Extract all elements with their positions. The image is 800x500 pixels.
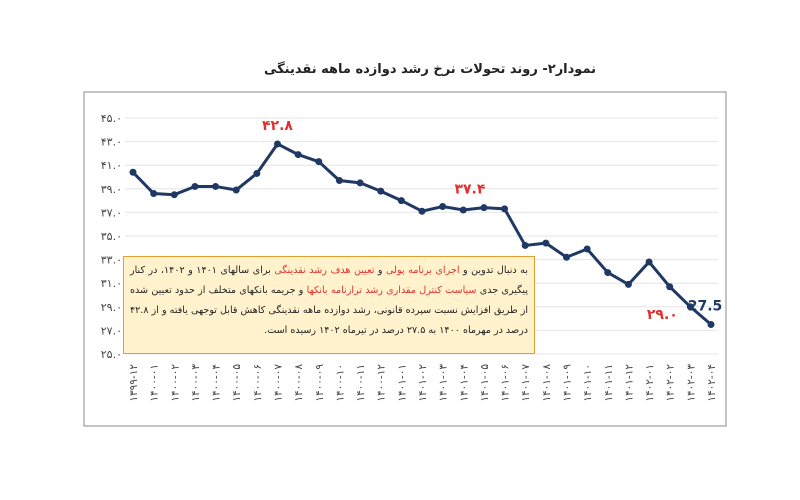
y-tick-label: ۳۳.۰ [101,254,122,267]
annotation-text: سیاست کنترل مقداری رشد ترازنامه بانکها [306,285,477,296]
y-tick-label: ۴۳.۰ [101,136,122,149]
data-point [335,177,343,185]
x-tick-label: ۱۴۰۰-۰۱ [149,364,161,402]
x-tick-label: ۱۴۰۰-۱۱ [355,364,367,402]
x-tick-label: ۱۴۰۰-۰۵ [231,364,243,402]
x-tick-label: ۱۴۰۱-۱۱ [603,364,615,402]
data-label: ۲۹.۰ [647,307,678,323]
data-point [501,205,509,213]
x-tick-label: ۱۴۰۱-۰۶ [500,364,512,402]
data-point [150,190,158,198]
y-tick-label: ۳۹.۰ [101,183,122,196]
data-point [232,186,240,194]
data-label: ۳۷.۴ [454,182,485,198]
x-tick-label: ۱۴۰۲-۰۳ [685,364,697,402]
x-tick-label: ۱۴۰۱-۰۴ [458,364,470,402]
x-tick-label: ۱۴۰۱-۰۵ [479,364,491,402]
x-tick-label: ۱۴۰۰-۱۲ [376,364,388,402]
x-tick-label: ۱۴۰۱-۰۸ [541,364,553,402]
data-point [129,168,137,176]
x-tick-label: ۱۴۰۰-۱۰ [334,364,346,402]
y-tick-label: ۳۵.۰ [101,230,122,243]
annotation-text: و [374,265,387,276]
x-tick-label: ۱۴۰۱-۰۱ [396,364,408,402]
x-tick-label: ۱۴۰۱-۱۰ [582,364,594,402]
annotation-text: تعیین هدف رشد نقدینگی [274,265,375,276]
y-tick-label: ۳۷.۰ [101,206,122,219]
data-label: ۴۲.۸ [262,118,293,134]
data-point [191,182,199,190]
y-tick-label: ۲۷.۰ [101,324,122,337]
data-point [686,303,694,311]
x-tick-label: ۱۴۰۰-۰۳ [190,364,202,402]
x-tick-label: ۱۴۰۰-۰۹ [314,364,326,402]
data-point [542,239,550,247]
annotation-text: و جریمه بانکهای متخلف از حدود تعیین شده … [130,285,528,336]
data-point [315,158,323,166]
y-tick-label: ۲۹.۰ [101,301,122,314]
data-point [294,151,302,159]
data-point [212,182,220,190]
chart-title: نمودار۲- روند تحولات نرخ رشد دوازده ماهه… [264,61,596,77]
data-point [459,206,467,214]
data-point [356,179,364,187]
data-point [604,269,612,277]
data-point [170,191,178,199]
data-point [521,241,529,249]
data-point [418,207,426,215]
data-point [645,258,653,266]
data-point [397,197,405,205]
data-label: 27.5 [688,299,723,315]
x-tick-label: ۱۴۰۰-۰۷ [273,364,285,402]
y-tick-label: ۴۱.۰ [101,159,122,172]
data-point [666,283,674,291]
x-tick-label: ۱۴۰۱-۰۷ [520,364,532,402]
data-point [377,187,385,195]
data-point [583,245,591,253]
annotation-text: برای سالهای ۱۴۰۱ و ۱۴۰۲، در کنار پیگیری … [130,265,528,296]
annotation-text: به دنبال تدوین و [459,265,528,276]
x-tick-label: ۱۴۰۱-۰۲ [417,364,429,402]
chart-frame [83,91,727,427]
x-tick-label: ۱۴۰۲-۰۴ [706,364,718,402]
data-point [624,280,632,288]
data-point [274,140,281,148]
x-tick-label: ۱۳۹۹-۱۲ [128,364,140,402]
x-tick-label: ۱۴۰۰-۰۲ [169,364,181,402]
x-tick-label: ۱۴۰۲-۰۱ [644,364,656,402]
x-tick-label: ۱۴۰۲-۰۲ [665,364,677,402]
y-tick-label: ۳۱.۰ [101,277,122,290]
data-point [439,203,447,210]
y-tick-label: ۴۵.۰ [101,112,122,125]
x-tick-label: ۱۴۰۱-۰۹ [562,364,574,402]
y-tick-label: ۲۵.۰ [101,348,122,361]
x-tick-label: ۱۴۰۰-۰۶ [252,364,264,402]
annotation-text: اجرای برنامه پولی [386,265,460,276]
x-tick-label: ۱۴۰۱-۰۳ [438,364,450,402]
data-point [707,321,715,328]
x-tick-label: ۱۴۰۰-۰۸ [293,364,305,402]
data-point [480,204,488,212]
x-tick-label: ۱۴۰۱-۱۲ [623,364,635,402]
annotation-box: به دنبال تدوین و اجرای برنامه پولی و تعی… [123,256,535,354]
data-point [563,253,570,261]
data-point [253,169,261,177]
x-tick-label: ۱۴۰۰-۰۴ [211,364,223,402]
